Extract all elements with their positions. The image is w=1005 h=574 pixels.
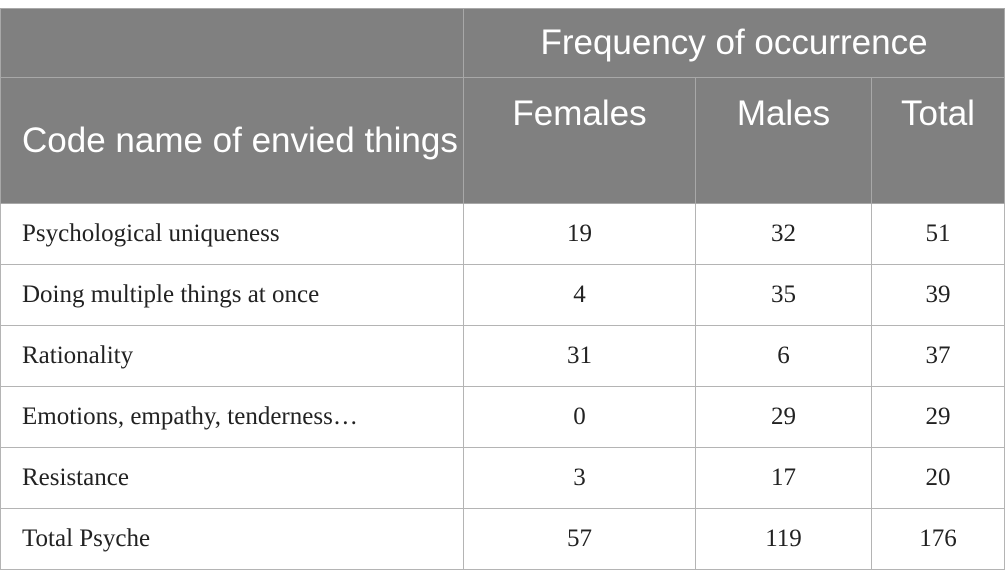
header-row-group: Frequency of occurrence	[0, 8, 1005, 78]
cell-females: 31	[463, 325, 696, 387]
cell-total: 20	[870, 447, 1005, 509]
table-row: Emotions, empathy, tenderness… 0 29 29	[0, 386, 1005, 448]
cell-males: 119	[695, 508, 872, 570]
cell-total: 39	[870, 264, 1005, 326]
group-header-frequency: Frequency of occurrence	[462, 8, 1005, 78]
column-header-code-name: Code name of envied things	[0, 77, 464, 204]
cell-males: 35	[695, 264, 872, 326]
row-label: Total Psyche	[0, 508, 464, 570]
row-label: Psychological uniqueness	[0, 203, 464, 265]
table-row: Psychological uniqueness 19 32 51	[0, 203, 1005, 265]
table-body: Psychological uniqueness 19 32 51 Doing …	[0, 203, 1005, 570]
cell-males: 17	[695, 447, 872, 509]
column-header-total: Total	[870, 77, 1005, 204]
cell-females: 0	[463, 386, 696, 448]
table-row: Rationality 31 6 37	[0, 325, 1005, 387]
cell-females: 3	[463, 447, 696, 509]
cell-females: 19	[463, 203, 696, 265]
column-header-males: Males	[695, 77, 872, 204]
cell-males: 6	[695, 325, 872, 387]
cell-total: 51	[870, 203, 1005, 265]
row-label: Rationality	[0, 325, 464, 387]
row-label: Doing multiple things at once	[0, 264, 464, 326]
table-header: Frequency of occurrence Code name of env…	[0, 8, 1005, 204]
cell-total: 176	[870, 508, 1005, 570]
cell-females: 4	[463, 264, 696, 326]
table-row-total: Total Psyche 57 119 176	[0, 508, 1005, 570]
header-blank-cell	[0, 8, 464, 78]
header-row-columns: Code name of envied things Females Males…	[0, 77, 1005, 204]
frequency-table: Frequency of occurrence Code name of env…	[0, 8, 1005, 570]
cell-total: 37	[870, 325, 1005, 387]
table-row: Resistance 3 17 20	[0, 447, 1005, 509]
cell-females: 57	[463, 508, 696, 570]
cell-total: 29	[870, 386, 1005, 448]
row-label: Emotions, empathy, tenderness…	[0, 386, 464, 448]
column-header-females: Females	[463, 77, 696, 204]
table-row: Doing multiple things at once 4 35 39	[0, 264, 1005, 326]
cell-males: 32	[695, 203, 872, 265]
row-label: Resistance	[0, 447, 464, 509]
cell-males: 29	[695, 386, 872, 448]
